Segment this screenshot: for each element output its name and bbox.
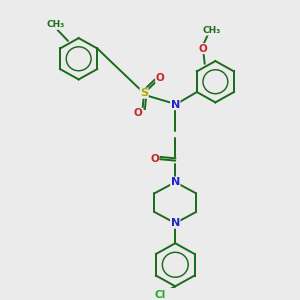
Text: Cl: Cl xyxy=(155,290,166,300)
Text: N: N xyxy=(171,218,180,228)
Text: O: O xyxy=(199,44,208,54)
Text: CH₃: CH₃ xyxy=(47,20,65,29)
Text: O: O xyxy=(150,154,159,164)
Text: S: S xyxy=(140,88,148,98)
Text: N: N xyxy=(171,100,180,110)
Text: O: O xyxy=(134,108,142,118)
Text: N: N xyxy=(171,177,180,187)
Text: CH₃: CH₃ xyxy=(202,26,221,35)
Text: O: O xyxy=(156,73,164,83)
